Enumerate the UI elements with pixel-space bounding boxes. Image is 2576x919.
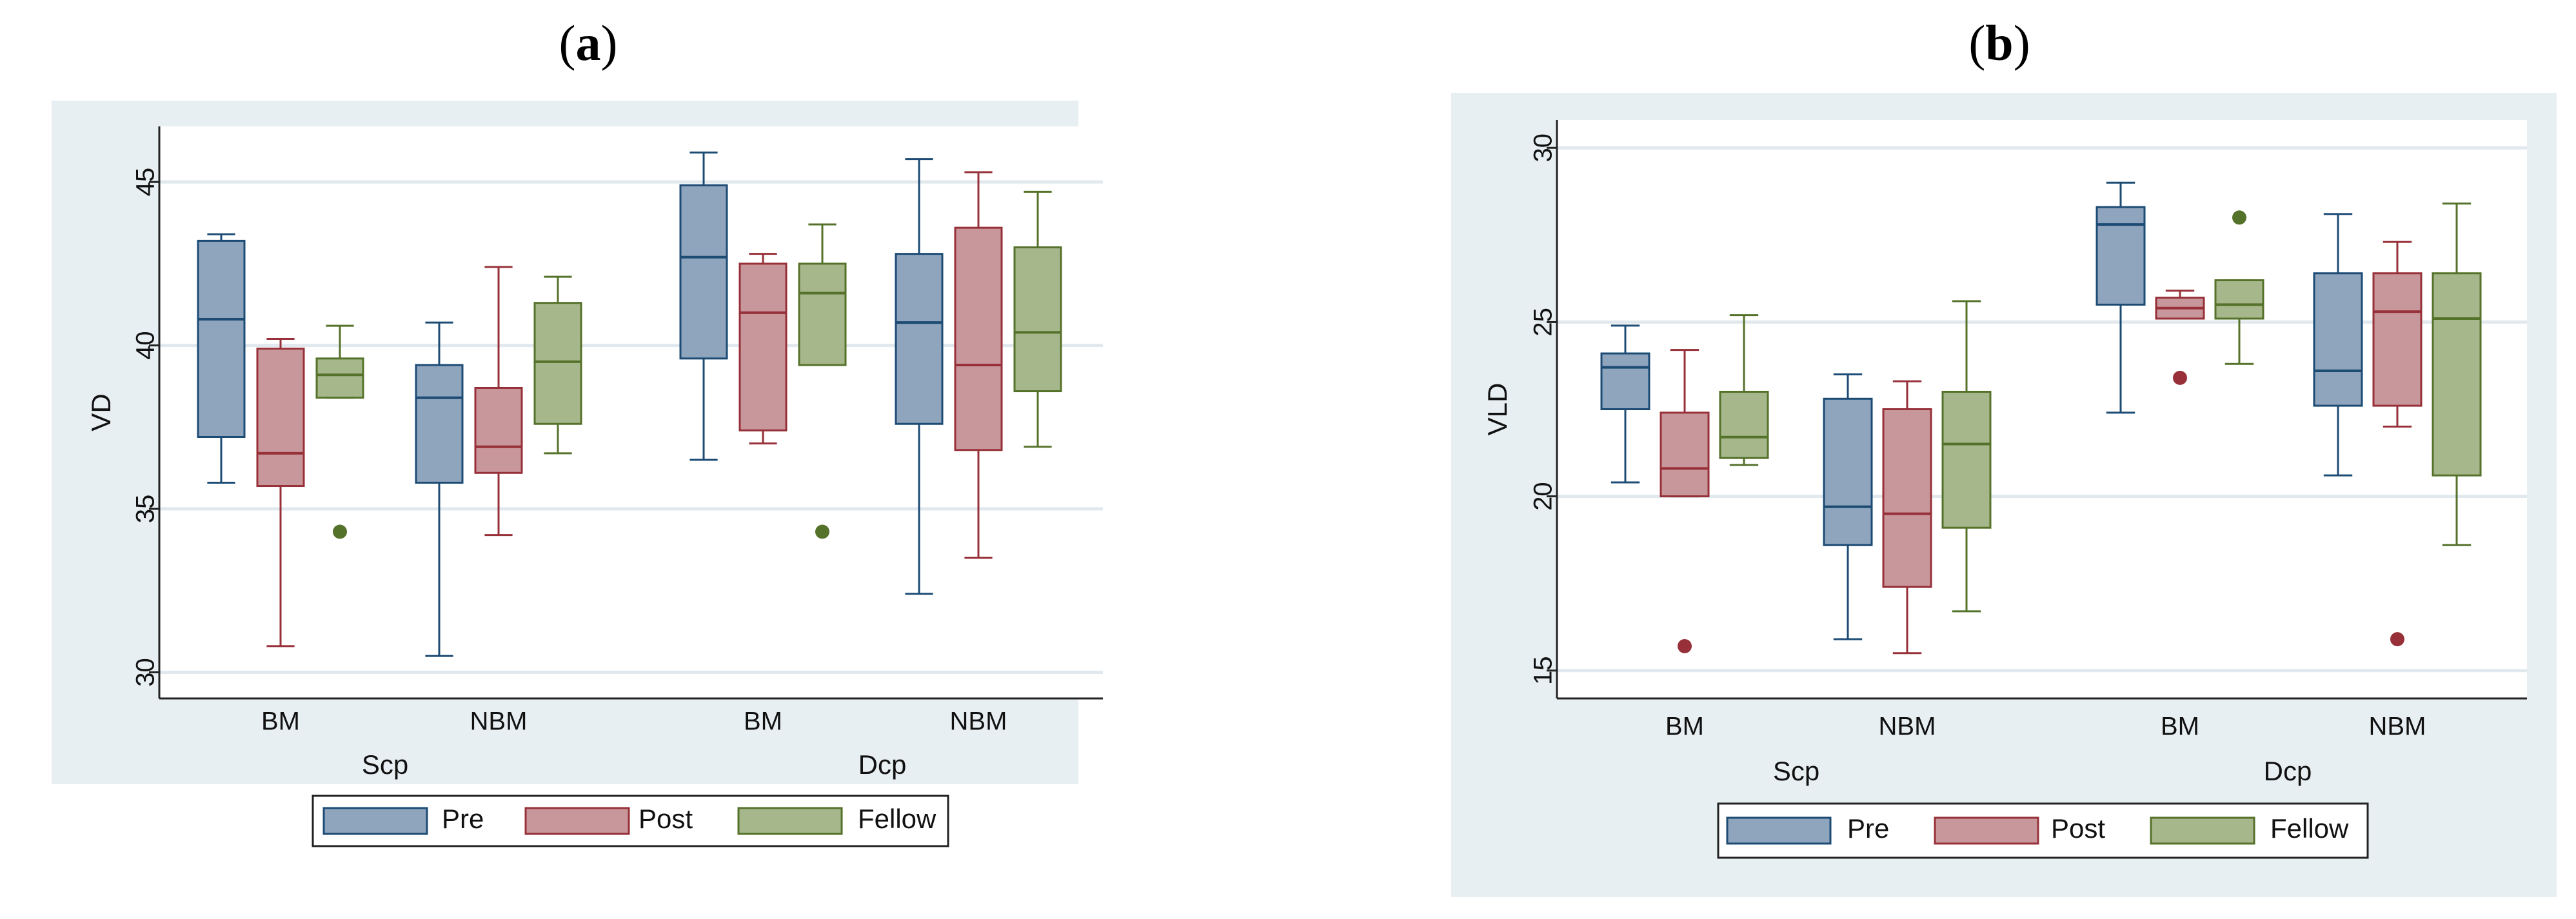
box-post-scp-nbm <box>1882 380 1932 655</box>
box-iqr <box>1941 390 1992 529</box>
plot-area <box>1557 120 2527 698</box>
box-iqr <box>474 386 523 474</box>
y-tick-label: 35 <box>132 495 160 524</box>
legend-label-post: Post <box>639 804 693 834</box>
group-label: NBM <box>470 707 528 736</box>
box-iqr <box>798 262 847 366</box>
box-iqr <box>738 262 788 431</box>
y-tick-label: 30 <box>1529 133 1558 163</box>
outlier-point <box>2173 370 2187 385</box>
box-pre-scp-nbm <box>415 321 464 657</box>
box-iqr <box>954 226 1003 451</box>
legend-swatch-pre <box>1726 816 1832 845</box>
box-post-scp-bm <box>1660 349 1710 653</box>
legend-swatch-post <box>524 807 630 835</box>
box-fellow-scp-bm <box>1719 314 1769 466</box>
box-post-dcp-bm <box>738 253 788 445</box>
group-label: NBM <box>950 707 1007 736</box>
box-fellow-dcp-nbm <box>1013 190 1062 448</box>
supergroup-label: Dcp <box>2264 756 2312 786</box>
box-fellow-dcp-bm <box>2214 210 2264 365</box>
chart-panel-b: 15 20 25 30 VLD BM NBM BM NBM Scp Dcp Pre Post Fellow <box>1451 93 2557 897</box>
legend-swatch-fellow <box>737 807 843 835</box>
box-iqr <box>2214 279 2264 320</box>
supergroup-label: Dcp <box>858 749 907 780</box>
y-tick-label: 40 <box>132 331 160 360</box>
supergroup-label: Scp <box>362 749 408 780</box>
group-label: BM <box>744 707 782 736</box>
outlier-point <box>2232 210 2246 225</box>
outlier-point <box>815 524 829 539</box>
box-iqr <box>533 302 582 425</box>
box-pre-scp-bm <box>1600 324 1650 484</box>
box-iqr <box>895 253 944 425</box>
box-pre-dcp-nbm <box>2313 213 2363 477</box>
legend-label-fellow: Fellow <box>2270 813 2349 844</box>
box-post-dcp-bm <box>2155 290 2205 385</box>
legend-label-pre: Pre <box>1847 813 1889 844</box>
box-iqr <box>679 184 728 360</box>
box-iqr <box>2095 206 2146 306</box>
legend-label-post: Post <box>2051 813 2105 844</box>
chart-panel-a: 30 35 40 45 VD BM NBM BM NBM Scp Dcp Pre Post Fellow <box>52 101 1103 847</box>
box-iqr <box>415 364 464 484</box>
group-label: BM <box>2161 713 2199 741</box>
box-fellow-scp-bm <box>315 324 364 539</box>
box-fellow-dcp-nbm <box>2432 203 2482 546</box>
box-iqr <box>1600 352 1650 411</box>
box-iqr <box>256 348 305 488</box>
group-label: BM <box>1665 713 1704 741</box>
legend: Pre Post Fellow <box>312 795 949 847</box>
group-label: NBM <box>2369 713 2426 741</box>
box-post-scp-nbm <box>474 266 523 537</box>
y-tick-label: 30 <box>132 658 160 687</box>
box-pre-dcp-nbm <box>895 158 944 595</box>
box-iqr <box>1719 390 1769 459</box>
box-post-dcp-nbm <box>2372 241 2422 647</box>
group-label: NBM <box>1879 713 1936 741</box>
y-tick-label: 15 <box>1529 657 1558 686</box>
legend-label-pre: Pre <box>442 804 484 834</box>
legend: Pre Post Fellow <box>1717 802 2369 859</box>
outlier-point <box>333 524 347 539</box>
y-tick-label: 45 <box>132 168 160 197</box>
y-tick-label: 20 <box>1529 482 1558 511</box>
supergroup-label: Scp <box>1773 756 1819 786</box>
box-iqr <box>1013 246 1062 393</box>
outlier-point <box>2390 632 2404 647</box>
box-fellow-dcp-bm <box>798 223 847 539</box>
legend-swatch-fellow <box>2150 816 2255 845</box>
box-iqr <box>315 357 364 399</box>
box-pre-dcp-bm <box>2095 181 2146 414</box>
box-iqr <box>197 239 246 439</box>
y-axis-label: VD <box>86 393 116 431</box>
box-iqr <box>1882 408 1932 588</box>
box-iqr <box>2372 272 2422 407</box>
legend-swatch-post <box>1934 816 2039 845</box>
box-pre-dcp-bm <box>679 152 728 461</box>
panel-title-b: (b) <box>1968 15 2030 71</box>
outlier-point <box>1678 638 1692 653</box>
box-fellow-scp-nbm <box>533 275 582 455</box>
group-label: BM <box>261 707 300 736</box>
box-pre-scp-nbm <box>1823 373 1873 640</box>
legend-label-fellow: Fellow <box>858 804 936 834</box>
box-iqr <box>2313 272 2363 407</box>
legend-swatch-pre <box>322 807 428 835</box>
plot-area <box>159 126 1103 698</box>
y-tick-label: 25 <box>1529 308 1558 337</box>
box-iqr <box>1823 397 1873 546</box>
box-fellow-scp-nbm <box>1941 300 1992 613</box>
box-iqr <box>2432 272 2482 477</box>
box-post-scp-bm <box>256 337 305 647</box>
panel-title-a: (a) <box>559 15 618 71</box>
box-iqr <box>1660 411 1710 498</box>
box-pre-scp-bm <box>197 233 246 484</box>
box-post-dcp-nbm <box>954 171 1003 559</box>
y-axis-label: VLD <box>1482 383 1512 436</box>
